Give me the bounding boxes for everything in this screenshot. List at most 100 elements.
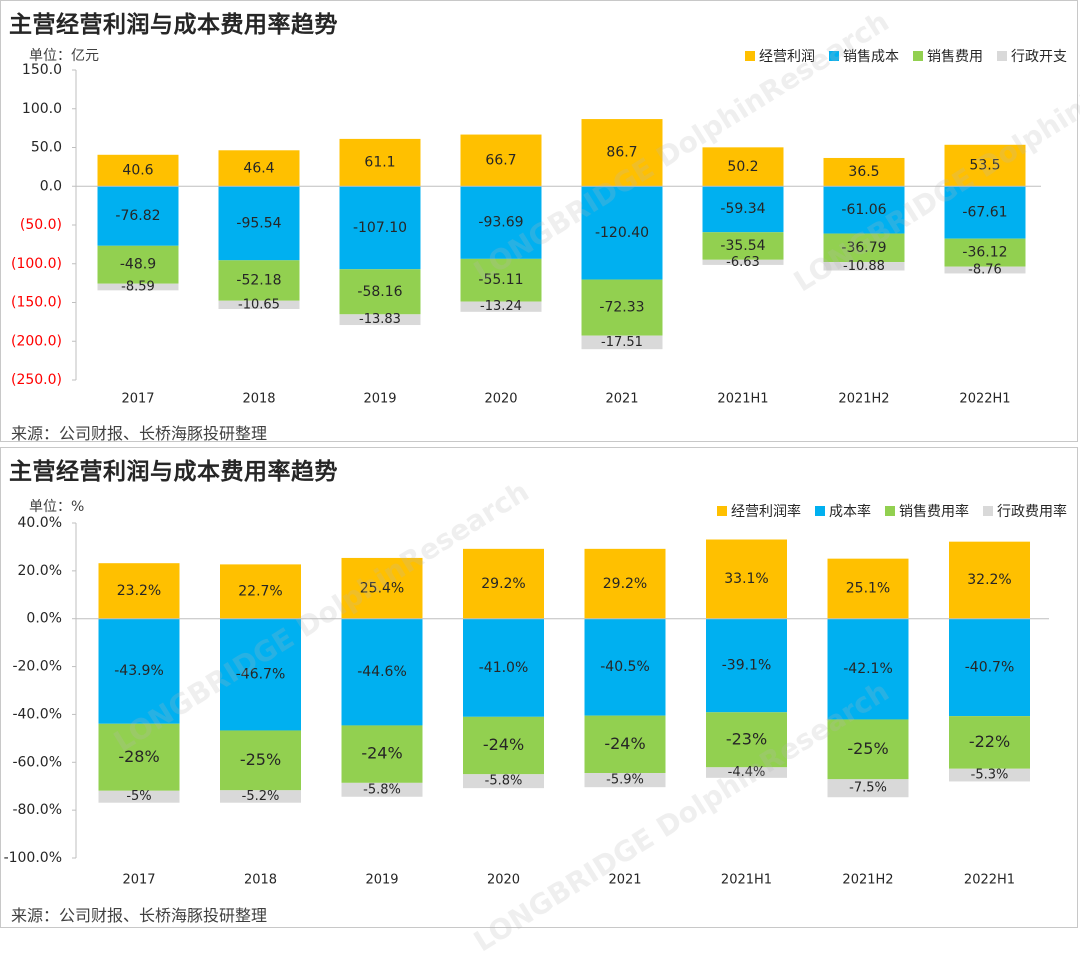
data-label: -41.0% — [479, 660, 529, 676]
legend: 经营利润 销售成本 销售费用 行政开支 — [745, 46, 1067, 66]
data-label: -35.54 — [720, 238, 765, 254]
unit-label: 单位：亿元 — [29, 48, 99, 64]
data-label: -10.88 — [843, 259, 885, 274]
data-label: 33.1% — [724, 571, 768, 587]
data-label: -46.7% — [236, 667, 286, 683]
bar-profit — [341, 557, 423, 619]
data-label: -95.54 — [236, 215, 281, 231]
legend-label: 销售费用率 — [899, 504, 969, 520]
bar-cost — [823, 186, 905, 234]
bar-profit — [949, 541, 1030, 619]
data-label: 36.5 — [848, 164, 879, 180]
legend: 经营利润率 成本率 销售费用率 行政费用率 — [717, 501, 1067, 521]
y-tick-label: -80.0% — [12, 802, 62, 818]
legend-item-profit-rate: 经营利润率 — [717, 501, 801, 521]
bar-profit — [706, 539, 787, 619]
data-label: -24% — [361, 744, 402, 763]
data-label: -39.1% — [722, 657, 772, 673]
bar-cost — [98, 618, 180, 724]
y-tick-label: (100.0) — [11, 256, 62, 272]
data-label: -5.2% — [242, 789, 280, 804]
bar-cost — [220, 618, 301, 731]
bar-profit — [702, 147, 784, 187]
y-tick-label: (200.0) — [11, 333, 62, 349]
source-note: 来源：公司财报、长桥海豚投研整理 — [11, 424, 268, 443]
legend-label: 成本率 — [829, 504, 871, 520]
x-tick-label: 2022H1 — [964, 873, 1015, 888]
data-label: 61.1 — [364, 155, 395, 171]
data-label: -36.79 — [841, 240, 886, 256]
data-label: 50.2 — [727, 159, 758, 175]
chart-title: 主营经营利润与成本费用率趋势 — [9, 12, 338, 38]
y-tick-label: 0.0% — [26, 611, 62, 627]
y-tick-label: 100.0 — [22, 101, 62, 117]
legend-label: 销售成本 — [843, 49, 899, 65]
y-tick-label: -100.0% — [4, 850, 62, 866]
bar-cost — [581, 186, 663, 280]
y-tick-label: 20.0% — [18, 563, 62, 579]
bar-cost — [339, 186, 421, 270]
data-label: -42.1% — [843, 661, 893, 677]
legend-swatch — [885, 506, 895, 516]
x-tick-label: 2017 — [121, 392, 154, 407]
y-tick-label: 150.0 — [22, 62, 62, 78]
data-label: 86.7 — [606, 145, 637, 161]
data-label: -13.83 — [359, 312, 401, 327]
bar-sales — [98, 723, 180, 791]
data-label: -55.11 — [478, 272, 523, 288]
y-tick-label: -60.0% — [12, 754, 62, 770]
data-label: -76.82 — [115, 208, 160, 224]
data-label: -48.9 — [120, 257, 156, 273]
x-tick-label: 2020 — [487, 873, 520, 888]
data-label: -4.4% — [728, 765, 766, 780]
bar-cost — [584, 618, 666, 716]
bar-admin — [97, 283, 179, 291]
bar-sales — [827, 719, 909, 780]
x-tick-label: 2021H2 — [842, 873, 893, 888]
legend-swatch — [913, 51, 923, 61]
data-label: -61.06 — [841, 202, 886, 218]
data-label: -8.59 — [121, 280, 155, 295]
data-label: -59.34 — [720, 201, 765, 217]
x-tick-label: 2021 — [608, 873, 641, 888]
x-tick-label: 2021 — [605, 392, 638, 407]
legend-label: 经营利润率 — [731, 504, 801, 520]
bar-sales — [97, 245, 179, 284]
bar-profit — [463, 548, 544, 619]
x-tick-label: 2017 — [122, 873, 155, 888]
bar-sales — [341, 725, 423, 783]
bar-sales — [584, 715, 666, 774]
chart-title: 主营经营利润与成本费用率趋势 — [9, 459, 338, 485]
bar-cost — [827, 618, 909, 720]
legend-item-sales: 销售费用 — [913, 46, 983, 66]
data-label: -25% — [847, 739, 888, 758]
y-tick-label: -40.0% — [12, 706, 62, 722]
data-label: -23% — [726, 729, 767, 748]
data-label: -10.65 — [238, 297, 280, 312]
bar-profit — [97, 154, 179, 187]
data-label: -6.63 — [726, 255, 760, 270]
data-label: -67.61 — [962, 204, 1007, 220]
bar-sales — [581, 279, 663, 336]
y-tick-label: (150.0) — [11, 295, 62, 311]
data-label: 46.4 — [243, 160, 274, 176]
x-tick-label: 2021H2 — [838, 392, 889, 407]
legend-swatch — [829, 51, 839, 61]
data-label: -5.9% — [606, 773, 644, 788]
bar-profit — [98, 563, 180, 619]
data-label: -28% — [118, 747, 159, 766]
legend-item-cost-rate: 成本率 — [815, 501, 871, 521]
legend-label: 行政开支 — [1011, 49, 1067, 65]
y-tick-label: 40.0% — [18, 515, 62, 531]
bar-sales — [460, 258, 542, 302]
bar-sales — [220, 730, 301, 791]
bar-profit — [827, 558, 909, 619]
bar-cost — [218, 186, 300, 261]
bar-admin — [581, 335, 663, 350]
x-tick-label: 2020 — [484, 392, 517, 407]
legend-swatch — [745, 51, 755, 61]
data-label: -72.33 — [599, 300, 644, 316]
legend-item-sales-rate: 销售费用率 — [885, 501, 969, 521]
legend-item-cost: 销售成本 — [829, 46, 899, 66]
bar-admin — [702, 259, 784, 265]
